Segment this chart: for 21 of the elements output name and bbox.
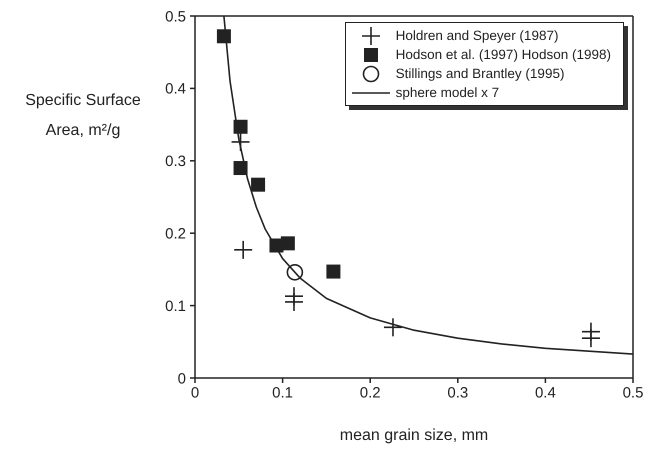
legend-label: Hodson et al. (1997) Hodson (1998) [396, 47, 611, 62]
y-tick-label: 0 [178, 370, 186, 388]
x-tick-label: 0.1 [272, 384, 294, 402]
legend-label: Stillings and Brantley (1995) [396, 66, 564, 81]
y-tick-label: 0.5 [165, 8, 186, 26]
x-tick-label: 0.3 [447, 384, 468, 402]
y-tick-label: 0.3 [165, 153, 186, 170]
point [326, 264, 340, 279]
legend-label: Holdren and Speyer (1987) [396, 28, 558, 43]
x-tick-label: 0.4 [534, 384, 556, 402]
x-axis-title: mean grain size, mm [340, 427, 488, 444]
point [280, 236, 295, 250]
x-tick-label: 0 [190, 384, 200, 402]
legend-label: sphere model x 7 [396, 85, 500, 100]
y-axis-title: Specific Surface Area, m²/g [24, 91, 142, 141]
y-tick-label: 0.4 [165, 80, 186, 98]
point [251, 178, 266, 192]
x-tick-label: 0.5 [622, 384, 644, 402]
x-tick-label: 0.2 [360, 384, 381, 402]
y-tick-label: 0.2 [165, 226, 186, 243]
y-tick-label: 0.1 [165, 298, 186, 315]
